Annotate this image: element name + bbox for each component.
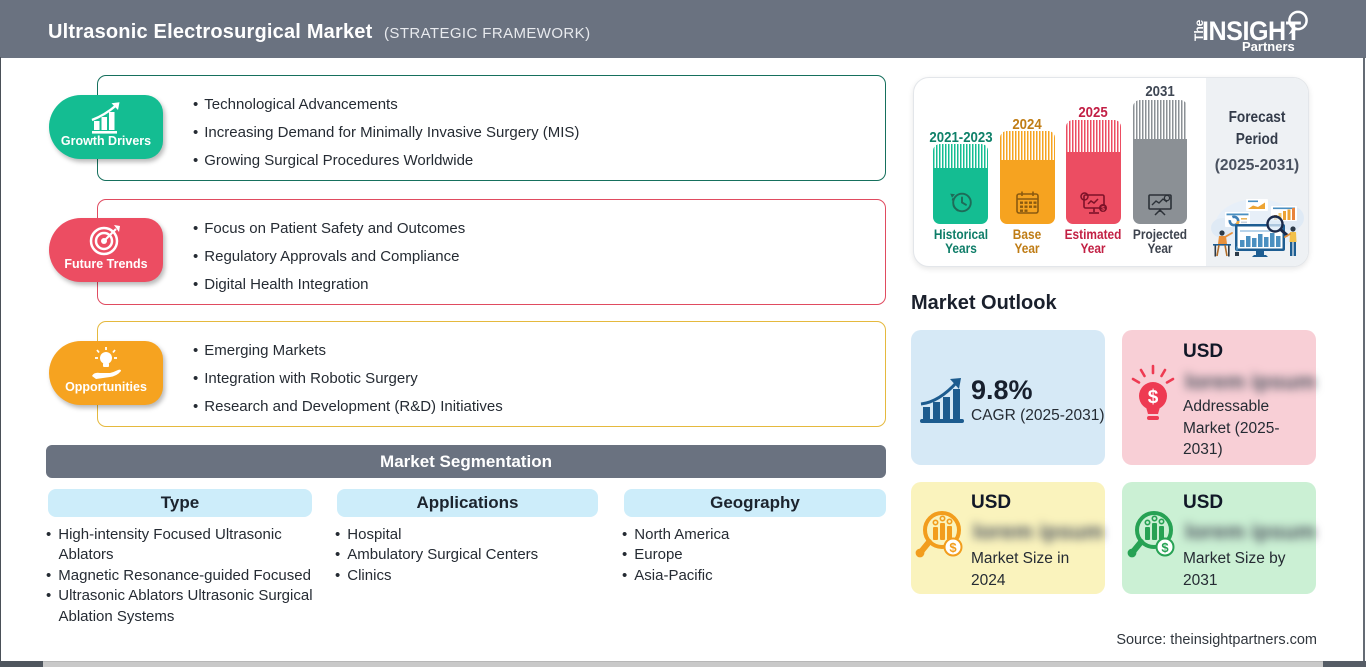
svg-text:$: $ <box>1148 387 1159 408</box>
svg-text:$: $ <box>949 540 957 555</box>
svg-text:$: $ <box>1161 540 1169 555</box>
svg-text:$: $ <box>1101 206 1105 213</box>
